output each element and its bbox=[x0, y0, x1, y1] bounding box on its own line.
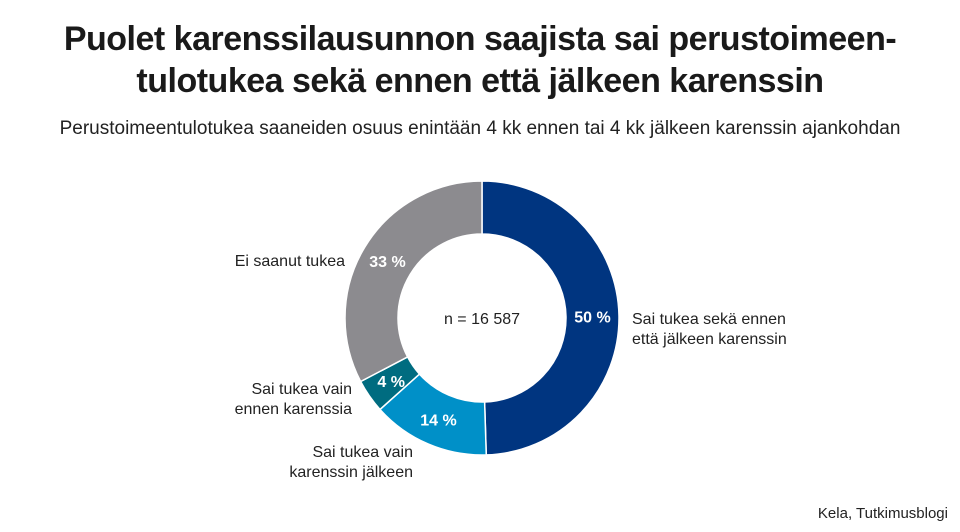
donut-slice-0 bbox=[481, 180, 620, 456]
center-sample-size-label: n = 16 587 bbox=[444, 311, 520, 328]
chart-subtitle: Perustoimeentulotukea saaneiden osuus en… bbox=[59, 118, 901, 139]
slice-category-label-3: Ei saanut tukea bbox=[235, 253, 345, 270]
slice-category-label-0: Sai tukea sekä ennen että jälkeen karenss… bbox=[632, 311, 787, 348]
slice-category-label-1: Sai tukea vain karenssin jälkeen bbox=[289, 444, 413, 481]
title-line-2: tulotukea sekä ennen että jälkeen karens… bbox=[136, 62, 824, 100]
slice-value-label-1: 14 % bbox=[420, 413, 456, 430]
source-credit: Kela, Tutkimusblogi bbox=[817, 505, 948, 522]
donut-slice-3 bbox=[344, 180, 483, 383]
title-line-1: Puolet karenssilausunnon saajista sai pe… bbox=[63, 20, 897, 58]
slice-value-label-2: 4 % bbox=[377, 374, 405, 391]
slice-value-label-0: 50 % bbox=[574, 309, 610, 326]
slice-category-label-2: Sai tukea vain ennen karenssia bbox=[235, 381, 353, 418]
slice-value-label-3: 33 % bbox=[369, 254, 405, 271]
chart-title: Puolet karenssilausunnon saajista sai pe… bbox=[0, 18, 960, 102]
